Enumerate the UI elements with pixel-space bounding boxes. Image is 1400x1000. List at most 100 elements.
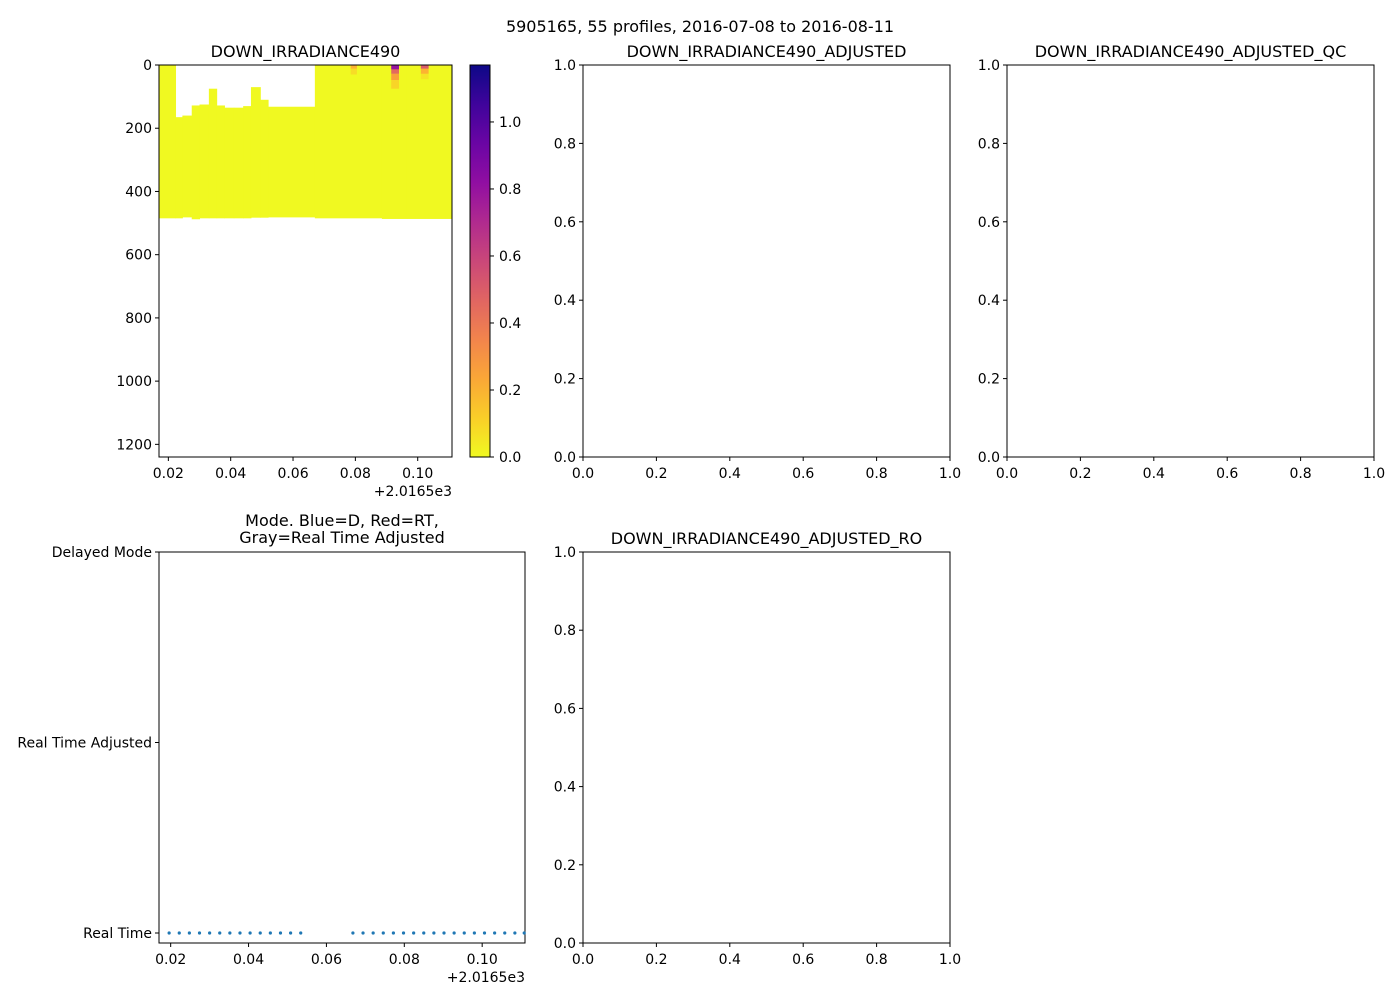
mode-point bbox=[268, 931, 272, 935]
heatmap-hotspot bbox=[391, 80, 400, 89]
mode-point bbox=[289, 931, 293, 935]
y-tick-label: 0.0 bbox=[978, 450, 1000, 466]
mode-point bbox=[187, 931, 191, 935]
y-tick-label: 0 bbox=[143, 58, 152, 74]
heatmap-cell bbox=[191, 105, 201, 220]
mode-point bbox=[452, 931, 456, 935]
heatmap-cell bbox=[233, 107, 244, 219]
y-tick-label: 0.4 bbox=[554, 780, 576, 796]
heatmap-hotspot bbox=[391, 65, 400, 70]
y-tick-label: 1200 bbox=[116, 437, 152, 453]
y-tick-label: 600 bbox=[125, 248, 152, 264]
y-category-label: Delayed Mode bbox=[52, 545, 152, 561]
mode-point bbox=[381, 931, 385, 935]
x-tick-label: 0.04 bbox=[233, 952, 264, 968]
x-tick-label: 0.2 bbox=[1069, 466, 1091, 482]
axes-frame bbox=[582, 64, 951, 458]
heatmap-cell bbox=[175, 117, 183, 219]
mode-point bbox=[513, 931, 517, 935]
mode-point bbox=[422, 931, 426, 935]
plot-panels: 0.02 0.04 0.06 0.08 0.10 +2.0165e3 0 200 400 600 8… bbox=[17, 42, 1385, 986]
x-tick-label: 1.0 bbox=[939, 952, 961, 968]
panel-irradiance: 0.02 0.04 0.06 0.08 0.10 +2.0165e3 0 200 400 600 8… bbox=[116, 42, 521, 500]
mode-point bbox=[167, 931, 171, 935]
mode-point bbox=[482, 931, 487, 935]
x-tick-label: 0.6 bbox=[792, 466, 814, 482]
x-tick-label: 0.8 bbox=[865, 952, 887, 968]
y-tick-label: 200 bbox=[125, 121, 152, 137]
mode-point bbox=[248, 931, 252, 935]
heatmap-cell bbox=[224, 107, 235, 219]
y-tick-label: 0.2 bbox=[978, 372, 1000, 388]
heatmap-hotspot bbox=[420, 73, 429, 80]
heatmap-hotspot bbox=[350, 68, 357, 75]
x-tick-label: 0.6 bbox=[1216, 466, 1238, 482]
panel-adjusted: 0.0 0.2 0.4 0.6 0.8 1.0 0.0 0.2 0.4 0.6 0.8 1.0 DOWN… bbox=[554, 42, 961, 482]
mode-point bbox=[208, 931, 212, 935]
mode-point bbox=[472, 931, 476, 935]
mode-point bbox=[278, 931, 283, 935]
axes-frame bbox=[582, 551, 951, 944]
x-tick-label: 0.06 bbox=[311, 952, 342, 968]
y-tick-label: 0.6 bbox=[554, 701, 576, 717]
heatmap-cell bbox=[243, 106, 252, 219]
mode-point bbox=[412, 931, 416, 935]
x-tick-label: 0.2 bbox=[645, 466, 667, 482]
y-tick-label: 0.2 bbox=[554, 372, 576, 388]
axes-frame bbox=[158, 551, 526, 944]
x-tick-label: 0.4 bbox=[719, 466, 741, 482]
panel-title-mode-line1: Mode. Blue=D, Red=RT, bbox=[245, 511, 439, 530]
colorbar-tick-label: 1.0 bbox=[499, 115, 521, 131]
x-tick-label: 0.02 bbox=[155, 952, 186, 968]
heatmap-cell bbox=[208, 88, 218, 219]
panel-adjusted-ro: 0.0 0.2 0.4 0.6 0.8 1.0 0.0 0.2 0.4 0.6 0.8 1.0 DOWN… bbox=[554, 529, 961, 968]
heatmap-cell bbox=[199, 104, 210, 219]
x-tick-label: 0.8 bbox=[1289, 466, 1311, 482]
panel-title-mode-line2: Gray=Real Time Adjusted bbox=[239, 528, 445, 547]
x-tick-label: 0.8 bbox=[865, 466, 887, 482]
x-tick-label: 0.02 bbox=[153, 466, 184, 482]
mode-point bbox=[361, 931, 365, 935]
heatmap-hotspot bbox=[391, 69, 400, 74]
mode-point bbox=[258, 931, 262, 935]
mode-point bbox=[177, 931, 181, 935]
mode-point bbox=[462, 931, 466, 935]
heatmap-cell bbox=[159, 65, 177, 219]
panel-mode: 0.02 0.04 0.06 0.08 0.10 +2.0165e3 Real Time Re… bbox=[17, 511, 526, 986]
mode-point bbox=[197, 931, 202, 935]
mode-point bbox=[432, 931, 436, 935]
heatmap-cell bbox=[250, 87, 261, 218]
x-tick-label: 0.10 bbox=[467, 952, 498, 968]
axes-frame bbox=[158, 64, 453, 458]
figure-suptitle: 5905165, 55 profiles, 2016-07-08 to 2016… bbox=[506, 17, 894, 36]
panel-adjusted-qc: 0.0 0.2 0.4 0.6 0.8 1.0 0.0 0.2 0.4 0.6 0.8 1.0 DOWN… bbox=[978, 42, 1385, 482]
colorbar bbox=[469, 64, 491, 458]
mode-point bbox=[391, 931, 395, 935]
y-tick-label: 0.0 bbox=[554, 936, 576, 952]
x-tick-label: 0.0 bbox=[996, 466, 1018, 482]
mode-point bbox=[493, 931, 497, 935]
x-tick-label: 0.2 bbox=[645, 952, 667, 968]
colorbar-tick-label: 0.0 bbox=[499, 450, 521, 466]
mode-point bbox=[401, 931, 406, 935]
x-tick-label: 0.4 bbox=[719, 952, 741, 968]
colorbar-tick-label: 0.8 bbox=[499, 182, 521, 198]
heatmap-hotspot bbox=[420, 68, 429, 74]
x-tick-label: 0.06 bbox=[277, 466, 308, 482]
heatmap-hotspot bbox=[391, 73, 400, 81]
y-tick-label: 1.0 bbox=[554, 58, 576, 74]
x-tick-label: 0.08 bbox=[389, 952, 420, 968]
mode-point bbox=[228, 931, 232, 935]
panel-adjusted-ro-title: DOWN_IRRADIANCE490_ADJUSTED_RO bbox=[611, 529, 923, 549]
x-offset-label: +2.0165e3 bbox=[374, 484, 452, 500]
y-tick-label: 400 bbox=[125, 184, 152, 200]
x-tick-label: 1.0 bbox=[939, 466, 961, 482]
colorbar-tick-label: 0.6 bbox=[499, 249, 521, 265]
y-tick-label: 0.4 bbox=[978, 293, 1000, 309]
y-tick-label: 0.6 bbox=[554, 215, 576, 231]
heatmap-cell bbox=[260, 99, 269, 218]
panel-title-irradiance: DOWN_IRRADIANCE490 bbox=[211, 42, 401, 62]
y-tick-label: 0.2 bbox=[554, 858, 576, 874]
x-tick-label: 0.0 bbox=[572, 952, 594, 968]
